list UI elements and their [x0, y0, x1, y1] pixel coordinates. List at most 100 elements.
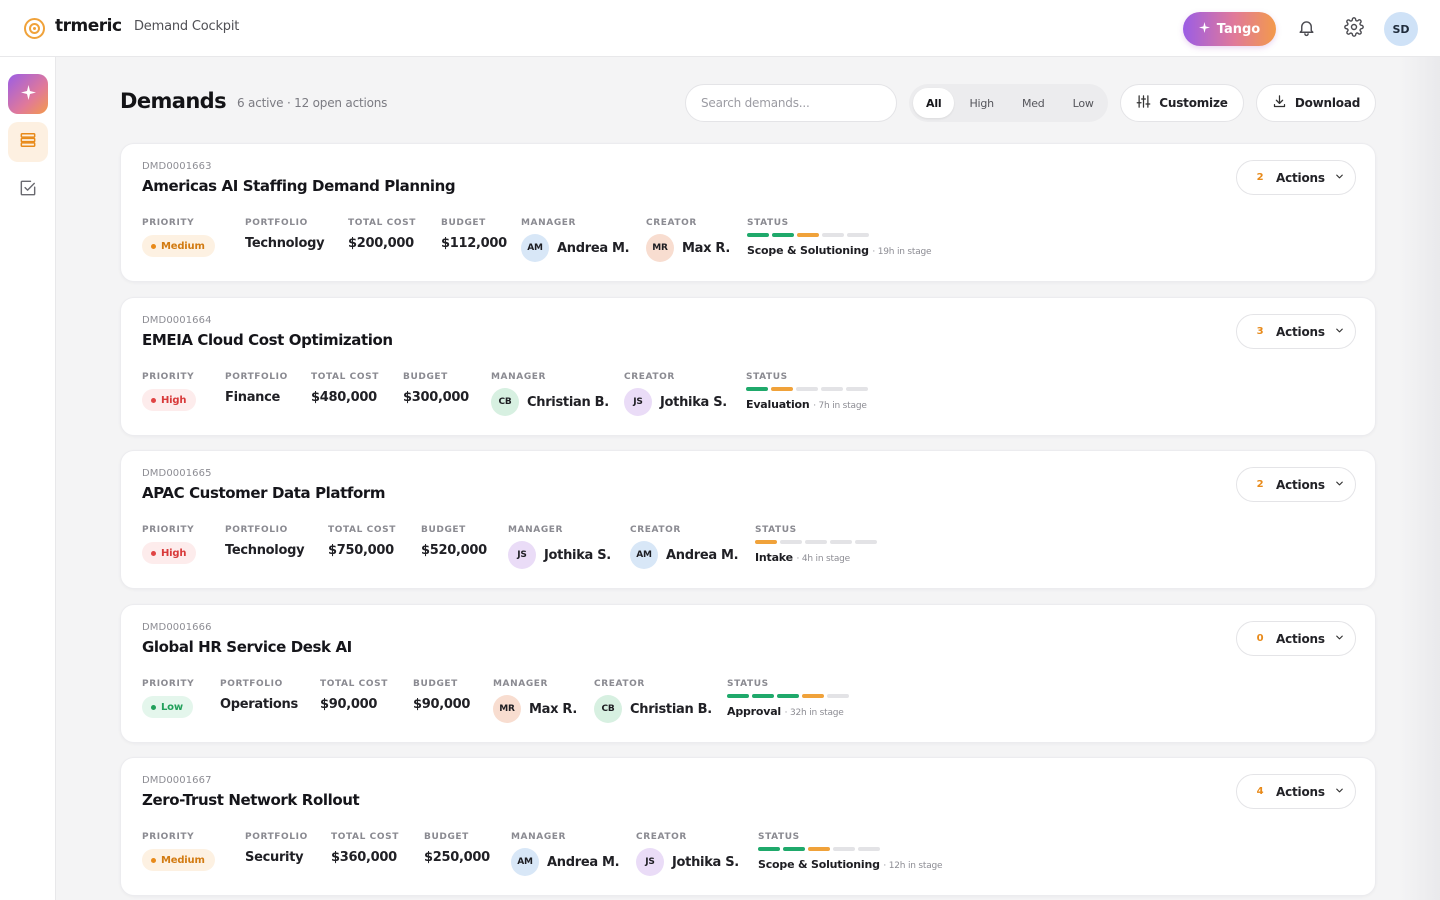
creator-name: Max R. — [682, 240, 731, 256]
priority-value: Medium — [161, 854, 205, 866]
budget-value: $520,000 — [421, 543, 487, 558]
stage-segment — [747, 233, 769, 237]
budget-label: BUDGET — [441, 218, 486, 228]
portfolio-label: PORTFOLIO — [245, 832, 308, 842]
actions-label: Actions — [1276, 784, 1325, 799]
stage-segment — [821, 387, 843, 391]
filter-all[interactable]: All — [913, 88, 955, 118]
actions-dropdown-button[interactable]: 3 Actions — [1236, 314, 1356, 349]
portfolio-field: PORTFOLIO Security — [245, 832, 308, 865]
creator-person[interactable]: JS Jothika S. — [636, 848, 739, 876]
creator-field: CREATOR MR Max R. — [646, 218, 730, 262]
budget-field: BUDGET $520,000 — [421, 525, 487, 558]
creator-person[interactable]: CB Christian B. — [594, 695, 712, 723]
notifications-button[interactable] — [1293, 16, 1319, 42]
top-bar: trmeric Demand Cockpit Tango SD — [0, 0, 1440, 57]
sidebar-item-tango[interactable] — [8, 74, 48, 114]
stage-segment — [827, 694, 849, 698]
demand-card[interactable]: DMD0001665 APAC Customer Data Platform 2… — [120, 450, 1376, 589]
demand-title[interactable]: EMEIA Cloud Cost Optimization — [142, 331, 393, 349]
budget-field: BUDGET $250,000 — [424, 832, 490, 865]
demand-title[interactable]: APAC Customer Data Platform — [142, 484, 386, 502]
download-button[interactable]: Download — [1256, 84, 1376, 122]
manager-person[interactable]: AM Andrea M. — [511, 848, 620, 876]
actions-dropdown-button[interactable]: 0 Actions — [1236, 621, 1356, 656]
portfolio-field: PORTFOLIO Technology — [245, 218, 325, 251]
sparkle-icon — [20, 84, 36, 104]
checkbox-icon — [18, 178, 38, 202]
demand-card[interactable]: DMD0001664 EMEIA Cloud Cost Optimization… — [120, 297, 1376, 436]
priority-value: High — [161, 547, 187, 559]
user-avatar[interactable]: SD — [1384, 12, 1418, 46]
total-cost-field: TOTAL COST $480,000 — [311, 372, 379, 405]
status-label: STATUS — [727, 679, 769, 689]
total-cost-field: TOTAL COST $750,000 — [328, 525, 396, 558]
priority-dot-icon — [151, 704, 156, 710]
avatar: MR — [493, 695, 521, 723]
actions-dropdown-button[interactable]: 4 Actions — [1236, 774, 1356, 809]
creator-person[interactable]: MR Max R. — [646, 234, 730, 262]
stage-segment — [802, 694, 824, 698]
stage-name: Approval — [727, 705, 782, 718]
demand-title[interactable]: Global HR Service Desk AI — [142, 638, 352, 656]
portfolio-value: Security — [245, 850, 304, 865]
trmeric-logo-icon[interactable] — [24, 18, 45, 39]
total-cost-label: TOTAL COST — [311, 372, 379, 382]
demand-title[interactable]: Zero-Trust Network Rollout — [142, 791, 360, 809]
tango-button[interactable]: Tango — [1183, 12, 1276, 46]
actions-dropdown-button[interactable]: 2 Actions — [1236, 467, 1356, 502]
manager-person[interactable]: AM Andrea M. — [521, 234, 630, 262]
stage-text: Evaluation · 7h in stage — [746, 398, 868, 411]
avatar: JS — [636, 848, 664, 876]
demand-title[interactable]: Americas AI Staffing Demand Planning — [142, 177, 456, 195]
stage-segment — [796, 387, 818, 391]
stage-segment — [746, 387, 768, 391]
avatar: CB — [594, 695, 622, 723]
stage-name: Scope & Solutioning — [747, 244, 869, 257]
demand-card[interactable]: DMD0001667 Zero-Trust Network Rollout 4 … — [120, 757, 1376, 896]
avatar: MR — [646, 234, 674, 262]
stage-segment — [727, 694, 749, 698]
actions-dropdown-button[interactable]: 2 Actions — [1236, 160, 1356, 195]
creator-name: Christian B. — [630, 701, 712, 717]
creator-name: Andrea M. — [666, 547, 739, 563]
manager-person[interactable]: CB Christian B. — [491, 388, 609, 416]
priority-field: PRIORITY Medium — [142, 832, 215, 871]
priority-label: PRIORITY — [142, 525, 195, 535]
portfolio-value: Operations — [220, 697, 298, 712]
actions-label: Actions — [1276, 631, 1325, 646]
search-input[interactable] — [685, 84, 897, 122]
bell-icon — [1297, 18, 1316, 41]
filter-high[interactable]: High — [969, 96, 994, 110]
manager-name: Andrea M. — [547, 854, 620, 870]
status-field: STATUS Scope & Solutioning · 12h in stag… — [758, 832, 943, 871]
demand-card[interactable]: DMD0001663 Americas AI Staffing Demand P… — [120, 143, 1376, 282]
stage-segment — [822, 233, 844, 237]
stage-progress — [727, 694, 849, 698]
filter-low[interactable]: Low — [1072, 96, 1094, 110]
manager-label: MANAGER — [521, 218, 577, 228]
sidebar-item-tasks[interactable] — [8, 170, 48, 210]
sidebar-item-demands[interactable] — [8, 122, 48, 162]
budget-value: $300,000 — [403, 390, 469, 405]
stage-segment — [833, 847, 855, 851]
customize-label: Customize — [1159, 96, 1228, 110]
customize-button[interactable]: Customize — [1120, 84, 1244, 122]
brand-name[interactable]: trmeric — [55, 16, 122, 36]
filter-med[interactable]: Med — [1021, 96, 1045, 110]
demand-card[interactable]: DMD0001666 Global HR Service Desk AI 0 A… — [120, 604, 1376, 743]
creator-person[interactable]: JS Jothika S. — [624, 388, 727, 416]
stage-progress — [755, 540, 877, 544]
budget-label: BUDGET — [421, 525, 466, 535]
settings-button[interactable] — [1341, 16, 1367, 42]
total-cost-label: TOTAL COST — [331, 832, 399, 842]
portfolio-field: PORTFOLIO Operations — [220, 679, 298, 712]
manager-person[interactable]: MR Max R. — [493, 695, 577, 723]
manager-person[interactable]: JS Jothika S. — [508, 541, 611, 569]
creator-person[interactable]: AM Andrea M. — [630, 541, 739, 569]
creator-field: CREATOR AM Andrea M. — [630, 525, 739, 569]
portfolio-field: PORTFOLIO Technology — [225, 525, 305, 558]
total-cost-value: $90,000 — [320, 697, 378, 712]
stage-time: · 12h in stage — [883, 861, 943, 871]
stage-segment — [858, 847, 880, 851]
